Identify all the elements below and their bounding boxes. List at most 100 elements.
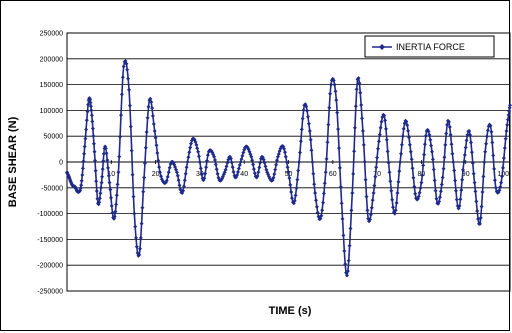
series-marker [338, 184, 343, 189]
series-marker [400, 134, 405, 139]
series-marker [89, 108, 94, 113]
series-marker [290, 196, 294, 201]
series-marker [256, 170, 261, 175]
series-marker [273, 167, 278, 172]
series-marker [483, 149, 488, 154]
series-marker [503, 136, 508, 141]
series-marker [296, 168, 301, 173]
series-marker [202, 176, 207, 181]
series-marker [225, 160, 230, 165]
series-marker [454, 197, 459, 202]
series-marker [499, 180, 504, 185]
series-marker [505, 122, 510, 127]
series-marker [485, 128, 490, 133]
series-marker [462, 153, 467, 157]
series-marker [498, 185, 503, 189]
series-marker [93, 168, 98, 173]
series-marker [109, 203, 114, 208]
series-marker [84, 127, 89, 132]
series-marker [284, 160, 289, 164]
series-marker [416, 194, 421, 199]
series-marker [88, 100, 93, 105]
series-marker [78, 186, 83, 191]
x-axis-title: TIME (s) [269, 305, 312, 317]
series-marker [309, 148, 314, 153]
series-marker [177, 183, 182, 188]
series-marker [334, 98, 339, 103]
series-marker [158, 170, 162, 175]
series-marker [306, 121, 311, 126]
series-marker [395, 191, 400, 195]
series-marker [328, 91, 333, 96]
series-marker [437, 199, 442, 204]
series-marker [504, 129, 509, 133]
series-marker [322, 181, 327, 186]
series-marker [231, 169, 236, 174]
series-marker [126, 76, 131, 81]
series-marker [336, 127, 341, 132]
series-marker [327, 105, 332, 110]
series-marker [368, 212, 373, 217]
series-marker [335, 110, 340, 115]
series-marker [213, 162, 218, 167]
series-marker [315, 210, 320, 215]
series-marker [446, 119, 451, 124]
series-marker [343, 262, 348, 267]
series-marker [485, 134, 489, 139]
series-marker [109, 195, 113, 200]
series-marker [373, 174, 378, 179]
series-marker [116, 170, 121, 175]
series-marker [292, 198, 297, 203]
series-marker [148, 96, 153, 101]
series-marker [441, 166, 446, 171]
series-marker [186, 155, 191, 160]
series-marker [444, 131, 449, 136]
series-marker [450, 151, 455, 156]
series-marker [154, 143, 159, 148]
series-marker [118, 134, 123, 139]
series-marker [235, 173, 240, 177]
series-marker [182, 184, 186, 189]
series-marker [320, 208, 325, 213]
series-marker [85, 109, 90, 114]
series-marker [508, 103, 512, 108]
series-marker [255, 174, 260, 178]
series-marker [125, 67, 130, 72]
series-marker [143, 145, 148, 150]
series-marker [79, 183, 84, 188]
series-marker [501, 165, 505, 170]
series-marker [98, 191, 103, 196]
series-marker [251, 167, 256, 172]
series-marker [356, 76, 361, 81]
series-marker [251, 162, 256, 167]
series-marker [384, 137, 389, 142]
series-marker [139, 221, 144, 226]
x-tick-label: 70 [373, 171, 381, 178]
series-marker [391, 205, 395, 210]
series-marker [429, 143, 434, 148]
y-tick-label: 200000 [40, 56, 63, 63]
series-marker [93, 158, 97, 163]
series-marker [432, 178, 437, 183]
series-marker [418, 186, 423, 190]
series-marker [94, 189, 99, 193]
series-marker [91, 134, 96, 138]
series-marker [369, 205, 374, 210]
series-marker [176, 178, 181, 183]
series-marker [130, 172, 135, 177]
series-marker [392, 211, 397, 216]
series-marker [482, 160, 487, 165]
series-marker [399, 142, 404, 147]
series-marker [445, 122, 450, 127]
y-tick-label: -100000 [37, 211, 63, 218]
series-marker [430, 149, 434, 154]
series-marker [321, 191, 326, 196]
series-marker [196, 149, 201, 154]
series-marker [205, 153, 210, 158]
x-tick-label: 40 [240, 171, 248, 178]
series-marker [95, 196, 100, 201]
series-marker [183, 171, 188, 176]
series-marker [451, 160, 456, 164]
series-marker [430, 157, 435, 162]
series-marker [354, 87, 359, 92]
